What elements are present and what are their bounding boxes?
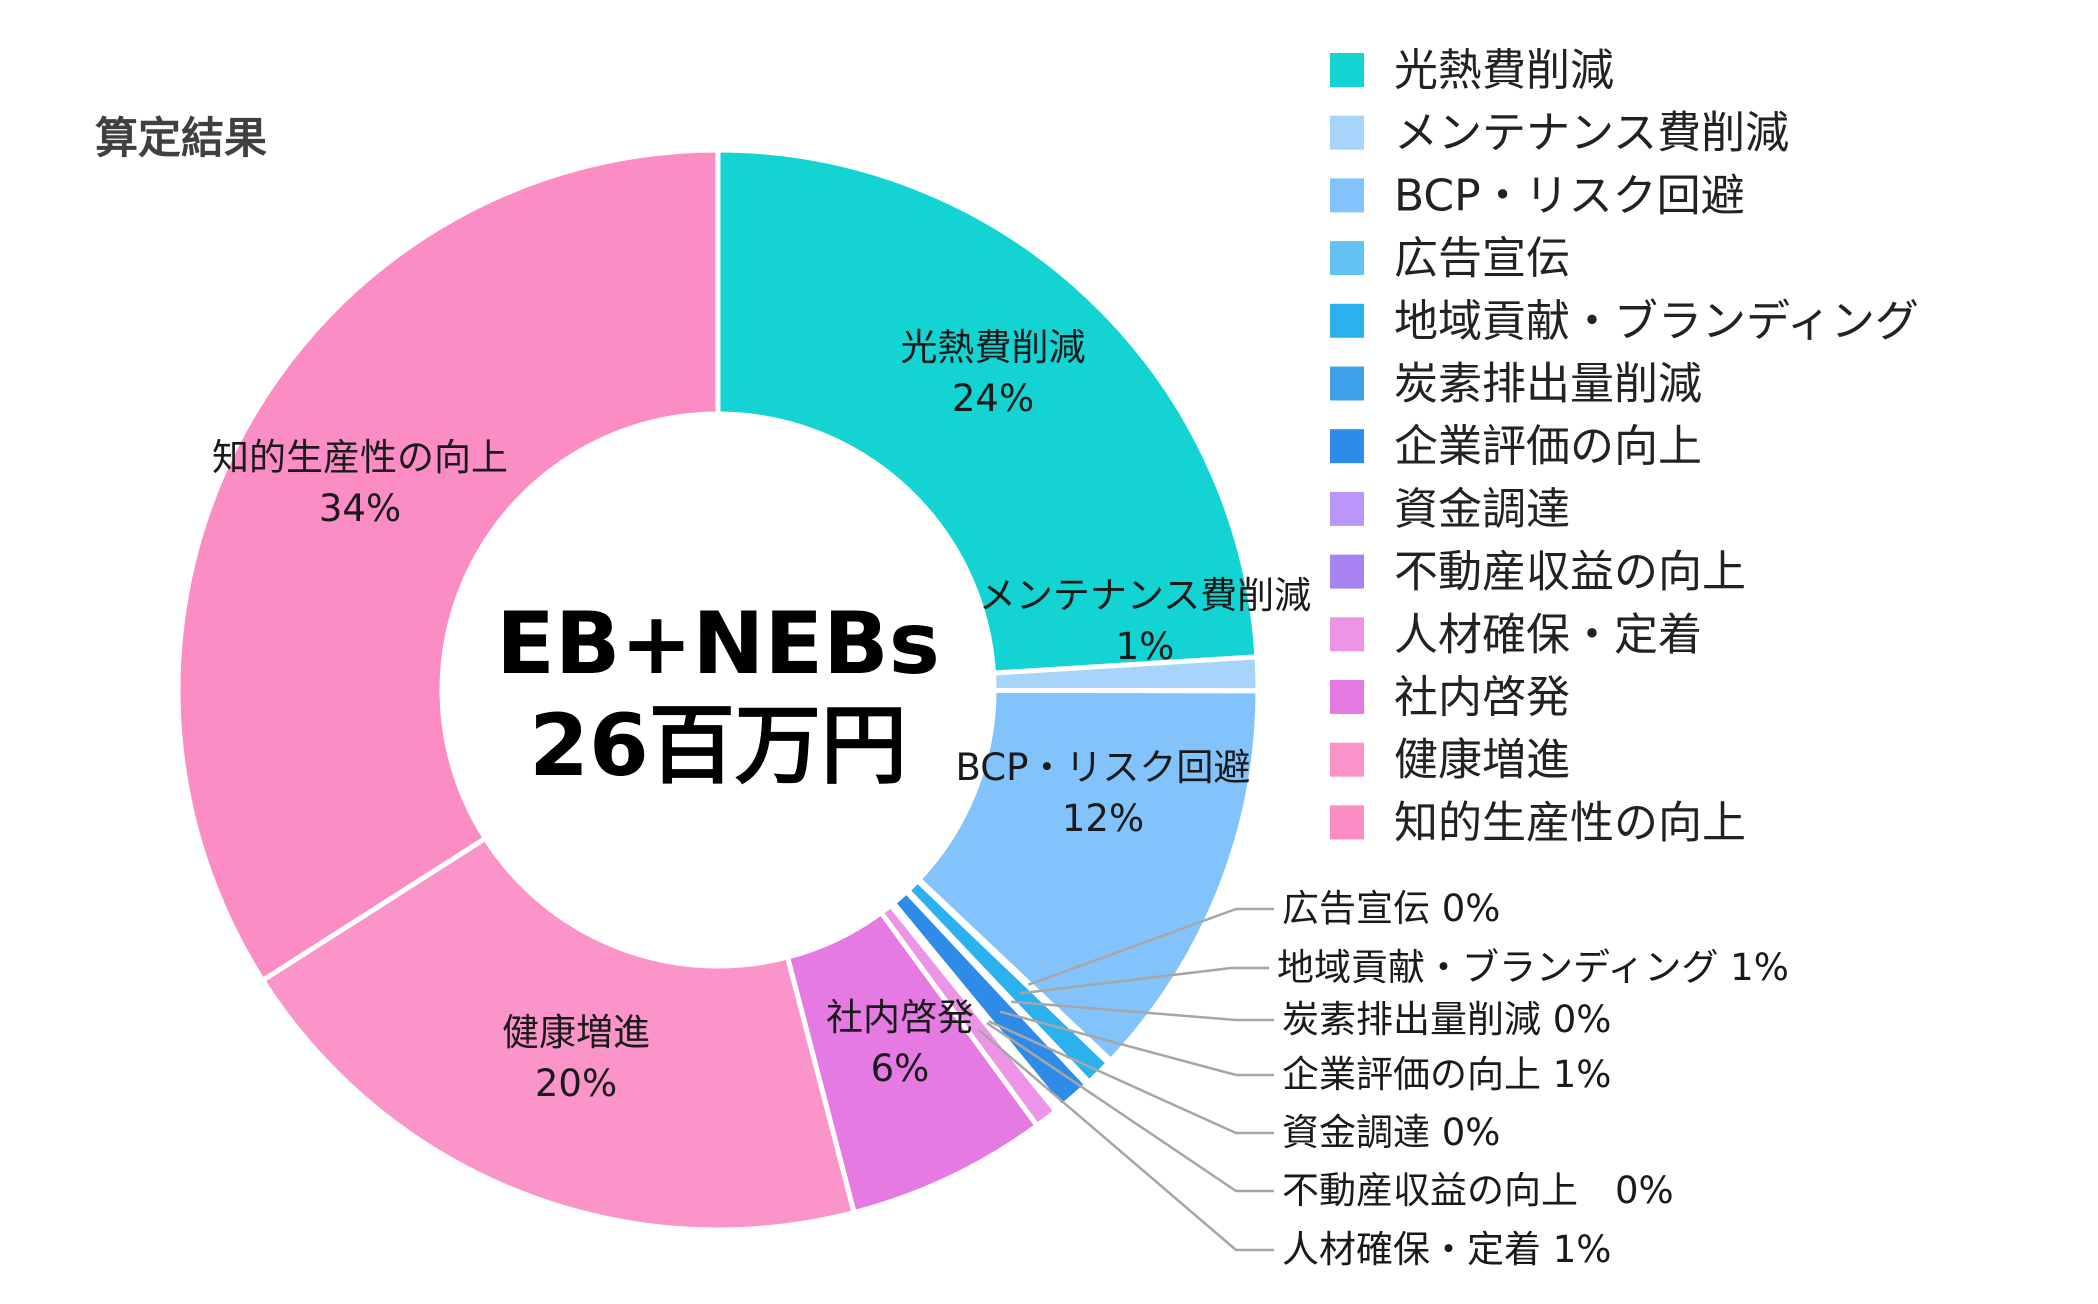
legend-swatch-健康増進 — [1330, 742, 1364, 777]
slice-percent-BCP・リスク回避: 12% — [1062, 797, 1144, 840]
legend-swatch-炭素排出量削減 — [1330, 366, 1364, 401]
legend-label-知的生産性の向上: 知的生産性の向上 — [1394, 797, 1746, 848]
legend-swatch-光熱費削減 — [1330, 53, 1364, 87]
legend-label-人材確保・定着: 人材確保・定着 — [1394, 609, 1702, 660]
slice-label-社内啓発: 社内啓発 — [826, 996, 974, 1039]
slice-label-健康増進: 健康増進 — [502, 1011, 650, 1054]
callout-label-人材確保・定着: 人材確保・定着 1% — [1282, 1228, 1611, 1271]
slice-percent-光熱費削減: 24% — [952, 377, 1034, 420]
legend-label-広告宣伝: 広告宣伝 — [1394, 233, 1570, 284]
callout-label-広告宣伝: 広告宣伝 0% — [1282, 887, 1500, 930]
callout-label-炭素排出量削減: 炭素排出量削減 0% — [1282, 998, 1611, 1041]
legend-swatch-知的生産性の向上 — [1330, 805, 1364, 840]
center-total-label: EB+NEBs — [496, 594, 940, 694]
legend-label-BCP・リスク回避: BCP・リスク回避 — [1394, 170, 1745, 221]
slice-label-メンテナンス費削減: メンテナンス費削減 — [979, 574, 1311, 617]
legend-label-資金調達: 資金調達 — [1394, 484, 1570, 535]
legend-label-健康増進: 健康増進 — [1394, 735, 1570, 786]
leader-line-炭素排出量削減 — [1011, 1000, 1274, 1022]
callout-label-資金調達: 資金調達 0% — [1282, 1111, 1500, 1154]
slice-健康増進 — [260, 835, 857, 1233]
chart-title: 算定結果 — [95, 114, 267, 164]
slice-percent-健康増進: 20% — [535, 1062, 617, 1105]
donut-slices — [175, 147, 1261, 1233]
leader-line-不動産収益の向上 — [986, 1021, 1274, 1193]
center-total-value: 26百万円 — [529, 696, 907, 796]
callout-label-企業評価の向上: 企業評価の向上 1% — [1282, 1053, 1611, 1096]
legend-label-社内啓発: 社内啓発 — [1394, 672, 1570, 723]
legend-swatch-企業評価の向上 — [1330, 429, 1364, 464]
slice-percent-社内啓発: 6% — [871, 1047, 930, 1090]
leader-line-資金調達 — [988, 1020, 1274, 1135]
callout-label-不動産収益の向上: 不動産収益の向上 0% — [1282, 1169, 1674, 1212]
slice-labels: 光熱費削減 24% メンテナンス費削減 1% BCP・リスク回避 12% 社内啓発 6% 健康増… — [212, 326, 1311, 1105]
slice-BCP・リスク回避 — [916, 687, 1261, 1064]
slice-label-知的生産性の向上: 知的生産性の向上 — [212, 436, 508, 479]
legend-swatch-資金調達 — [1330, 491, 1364, 526]
legend-label-企業評価の向上: 企業評価の向上 — [1394, 421, 1702, 472]
leader-line-地域貢献・ブランディング — [1019, 966, 1269, 995]
leader-line-人材確保・定着 — [977, 1028, 1274, 1252]
legend-swatch-社内啓発 — [1330, 680, 1364, 714]
callout-leaders — [977, 907, 1274, 1252]
legend-swatch-BCP・リスク回避 — [1330, 178, 1364, 213]
leader-line-企業評価の向上 — [999, 1010, 1274, 1077]
leader-line-広告宣伝 — [1027, 907, 1274, 986]
legend-swatch-メンテナンス費削減 — [1330, 115, 1364, 150]
slice-label-BCP・リスク回避: BCP・リスク回避 — [956, 746, 1251, 789]
slice-percent-メンテナンス費削減: 1% — [1116, 625, 1175, 668]
legend-swatch-地域貢献・ブランディング — [1330, 303, 1364, 338]
slice-知的生産性の向上 — [175, 147, 721, 983]
legend-label-メンテナンス費削減: メンテナンス費削減 — [1394, 108, 1789, 159]
legend-label-不動産収益の向上: 不動産収益の向上 — [1394, 547, 1746, 598]
legend-swatch-人材確保・定着 — [1330, 617, 1364, 652]
callout-labels: 広告宣伝 0% 地域貢献・ブランディング 1% 炭素排出量削減 0% 企業評価の向上 … — [1277, 887, 1789, 1271]
legend-swatch-広告宣伝 — [1330, 241, 1364, 276]
slice-label-光熱費削減: 光熱費削減 — [901, 326, 1086, 369]
legend-swatch-不動産収益の向上 — [1330, 554, 1364, 589]
legend-label-地域貢献・ブランディング: 地域貢献・ブランディング — [1394, 296, 1919, 347]
slice-percent-知的生産性の向上: 34% — [319, 487, 401, 530]
slice-光熱費削減 — [715, 147, 1260, 676]
callout-label-地域貢献・ブランディング: 地域貢献・ブランディング 1% — [1277, 946, 1789, 989]
legend-label-炭素排出量削減: 炭素排出量削減 — [1394, 359, 1702, 410]
legend-label-光熱費削減: 光熱費削減 — [1394, 45, 1614, 96]
